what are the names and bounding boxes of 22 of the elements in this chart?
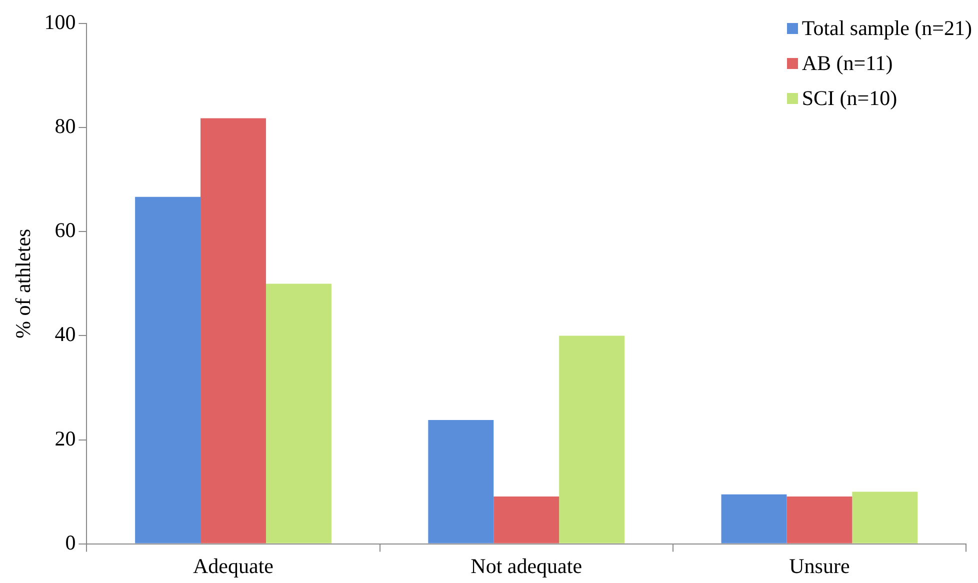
y-tick-label: 0 [65, 530, 76, 554]
y-tick-label: 100 [44, 10, 76, 34]
y-tick-label: 80 [54, 114, 76, 138]
bar [721, 494, 787, 544]
bar [135, 196, 201, 544]
x-tick-label: Unsure [789, 554, 850, 578]
y-tick-label: 40 [54, 322, 76, 346]
legend-label: SCI (n=10) [802, 86, 898, 111]
y-tick-label: 60 [54, 218, 76, 242]
bar [266, 284, 332, 544]
legend-label: Total sample (n=21) [802, 16, 972, 41]
y-tick-label: 20 [54, 426, 76, 450]
bar [852, 492, 918, 544]
bar [200, 118, 266, 544]
bar [559, 336, 625, 544]
bar [494, 496, 560, 544]
x-tick-label: Not adequate [470, 554, 582, 578]
bar [786, 496, 852, 544]
legend-label: AB (n=11) [802, 51, 893, 76]
y-axis-title: % of athletes [11, 228, 36, 339]
x-tick-label: Adequate [193, 554, 274, 578]
bar [428, 420, 494, 544]
